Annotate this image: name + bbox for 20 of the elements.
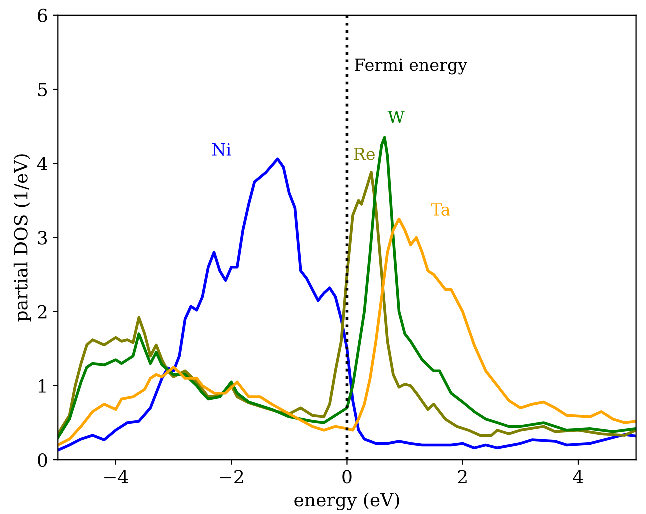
line-series xyxy=(58,218,636,447)
ref-line-label: Fermi energy xyxy=(355,58,468,75)
x-tick-label: 4 xyxy=(573,470,584,484)
text: Ni xyxy=(212,143,232,156)
x-tick-label: 0 xyxy=(342,470,352,484)
y-tick-label: 3 xyxy=(38,231,48,245)
series-label: Ta xyxy=(431,204,450,216)
y-tick-label: 4 xyxy=(37,157,48,170)
x-tick-label: 2 xyxy=(458,470,467,484)
series-label: W xyxy=(388,110,405,124)
x-tick-label: −2 xyxy=(220,470,244,484)
x-axis-title: energy (eV) xyxy=(294,492,400,511)
y-axis-title: partial DOS (1/eV) xyxy=(14,154,32,322)
y-tick-label: 2 xyxy=(38,305,47,319)
y-tick-label: 0 xyxy=(38,453,48,468)
y-tick-label: 1 xyxy=(39,379,46,393)
series-label: Re xyxy=(354,148,375,160)
y-tick-label: 6 xyxy=(38,8,48,23)
x-tick-label: −4 xyxy=(104,470,128,484)
y-tick-label: 5 xyxy=(38,83,48,97)
